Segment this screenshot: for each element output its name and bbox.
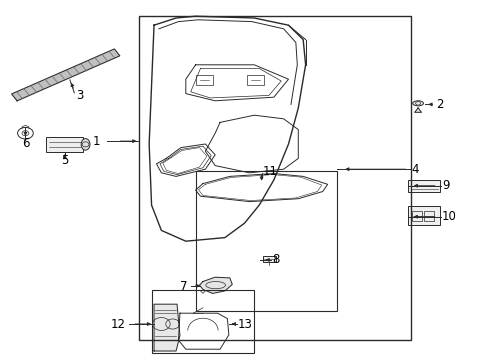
Bar xyxy=(151,290,254,353)
Bar xyxy=(411,211,421,221)
Ellipse shape xyxy=(81,139,90,150)
Bar xyxy=(139,16,410,340)
Text: 8: 8 xyxy=(272,253,279,266)
Text: 12: 12 xyxy=(111,318,126,330)
Text: 10: 10 xyxy=(441,210,456,223)
Bar xyxy=(424,211,433,221)
Text: 2: 2 xyxy=(435,98,443,111)
Ellipse shape xyxy=(412,101,423,106)
Polygon shape xyxy=(199,277,232,293)
Text: 1: 1 xyxy=(93,135,100,148)
Polygon shape xyxy=(12,49,120,101)
Text: 13: 13 xyxy=(238,318,252,330)
Bar xyxy=(246,75,264,85)
Text: 11: 11 xyxy=(262,165,277,178)
Text: 7: 7 xyxy=(180,280,187,293)
Bar xyxy=(407,206,439,225)
Polygon shape xyxy=(414,108,421,112)
Text: 5: 5 xyxy=(61,154,69,167)
Bar xyxy=(195,171,337,311)
Text: 4: 4 xyxy=(411,163,418,176)
Polygon shape xyxy=(154,304,180,351)
Bar xyxy=(407,180,439,192)
Text: 9: 9 xyxy=(441,179,448,192)
Bar xyxy=(262,256,276,262)
Text: 3: 3 xyxy=(76,89,83,102)
Text: 6: 6 xyxy=(21,137,29,150)
Bar xyxy=(195,75,212,85)
Bar xyxy=(46,137,83,152)
